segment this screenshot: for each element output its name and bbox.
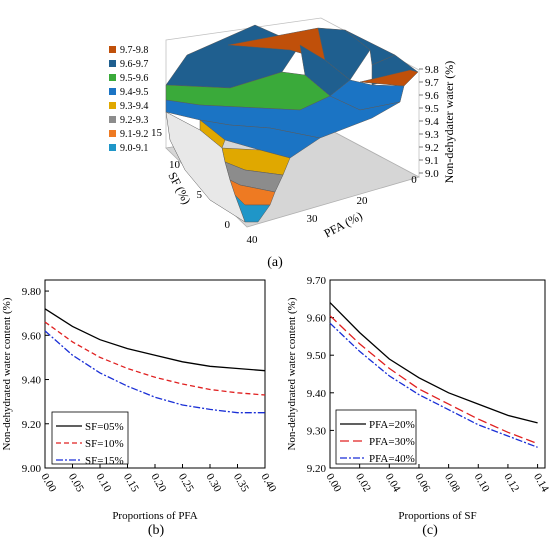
x-tick-label: 0.08 (442, 472, 462, 495)
panel-label-c: (c) (422, 523, 438, 538)
y-tick-label: 9.60 (307, 313, 327, 325)
panel-label-a: (a) (267, 255, 283, 270)
legend-label: 9.1-9.2 (120, 129, 148, 140)
series-line-3 (44, 330, 265, 414)
legend-swatch (109, 88, 116, 95)
legend-swatch (109, 74, 116, 81)
legend-label: 9.4-9.5 (120, 87, 148, 98)
x-axis-title: Proportions of PFA (112, 510, 197, 522)
x-tick-label: 0.20 (148, 472, 168, 495)
legend-box (51, 411, 129, 465)
z-axis-title: Non-dehydater water (%) (442, 61, 456, 184)
surface-patch-4 (317, 27, 371, 81)
pfa-tick-label: 30 (307, 213, 319, 225)
legend-box (335, 409, 417, 465)
surface-patch-7 (359, 69, 419, 87)
legend-label: PFA=30% (369, 436, 415, 448)
y-tick-label: 9.70 (307, 275, 327, 287)
sf-tick-label: 0 (225, 219, 231, 231)
z-tick-label: 9.4 (425, 116, 439, 128)
x-tick-label: 0.35 (231, 472, 251, 495)
legend-label: 9.7-9.8 (120, 45, 148, 56)
legend-label: 9.0-9.1 (120, 143, 148, 154)
line-chart-panel-c: 9.20 9.30 9.40 9.50 9.60 9.70 0.00 0.02 0.04 0.06… (286, 275, 550, 522)
y-tick-label: 9.20 (307, 463, 327, 475)
series-line-2 (329, 315, 538, 445)
z-tick-label: 9.2 (425, 142, 439, 154)
z-tick-label: 9.7 (425, 77, 439, 89)
y-tick-label: 9.40 (22, 375, 42, 387)
x-axis-title: Proportions of SF (398, 510, 476, 522)
sf-tick-label: 5 (197, 189, 203, 201)
sf-tick-label: 10 (169, 159, 181, 171)
legend-swatch (109, 60, 116, 67)
z-tick-label: 9.5 (425, 103, 439, 115)
x-tick-label: 0.02 (353, 472, 373, 495)
pfa-tick-label: 0 (411, 174, 417, 186)
x-tick-label: 0.10 (472, 472, 492, 495)
z-tick-label: 9.3 (425, 129, 439, 141)
x-tick-label: 0.00 (38, 472, 58, 495)
x-tick-label: 0.25 (176, 472, 196, 495)
legend-swatch (109, 144, 116, 151)
legend-label: PFA=20% (369, 419, 415, 431)
y-tick-label: 9.60 (22, 330, 42, 342)
z-tick-label: 9.6 (425, 90, 439, 102)
pfa-axis-title: PFA (%) (322, 209, 365, 241)
x-tick-label: 0.04 (383, 472, 403, 495)
legend-swatch (109, 130, 116, 137)
y-tick-label: 9.30 (307, 425, 327, 437)
y-tick-label: 9.50 (307, 350, 327, 362)
pfa-tick-label: 40 (247, 234, 259, 246)
x-tick-label: 0.12 (501, 472, 521, 495)
surface-patch-17 (165, 111, 246, 223)
legend-label: 9.5-9.6 (120, 73, 148, 84)
line-chart-panel-b: 9.00 9.20 9.40 9.60 9.80 0.00 0.05 0.10 0.15 0.20… (1, 279, 279, 522)
pfa-tick-label: 20 (357, 195, 369, 207)
legend-label: 9.3-9.4 (120, 101, 148, 112)
legend-label: 9.6-9.7 (120, 59, 148, 70)
legend-label: SF=10% (85, 438, 124, 450)
y-tick-label: 9.80 (22, 286, 42, 298)
x-tick-label: 0.05 (66, 472, 86, 495)
sf-tick-label: 15 (151, 127, 163, 139)
x-tick-label: 0.40 (258, 472, 278, 495)
x-tick-label: 0.30 (203, 472, 223, 495)
y-tick-label: 9.20 (22, 419, 42, 431)
x-tick-label: 0.14 (531, 472, 550, 495)
legend-label: 9.2-9.3 (120, 115, 148, 126)
x-tick-label: 0.15 (121, 472, 141, 495)
z-tick-label: 9.0 (425, 168, 439, 180)
series-line-1 (44, 308, 266, 372)
series-line-3 (329, 322, 538, 448)
surface-patch-11 (199, 119, 321, 159)
legend-swatch (109, 102, 116, 109)
series-line-1 (329, 302, 538, 424)
x-tick-label: 0.00 (323, 472, 343, 495)
x-tick-label: 0.10 (93, 472, 113, 495)
y-tick-label: 9.40 (307, 388, 327, 400)
panel-label-b: (b) (148, 523, 165, 538)
series-line-2 (44, 321, 266, 396)
y-axis-title: Non-dehydrated water content (%) (1, 297, 13, 450)
y-axis-title: Non-dehydrated water content (%) (286, 297, 298, 450)
legend-label: PFA=40% (369, 453, 415, 465)
plot-frame (329, 279, 546, 469)
z-tick-label: 9.1 (425, 155, 439, 167)
y-tick-label: 9.00 (22, 463, 42, 475)
legend-label: SF=05% (85, 421, 124, 433)
x-tick-label: 0.06 (412, 472, 432, 495)
legend-label: SF=15% (85, 455, 124, 467)
z-tick-label: 9.8 (425, 64, 439, 76)
legend-swatch (109, 46, 116, 53)
legend-swatch (109, 116, 116, 123)
